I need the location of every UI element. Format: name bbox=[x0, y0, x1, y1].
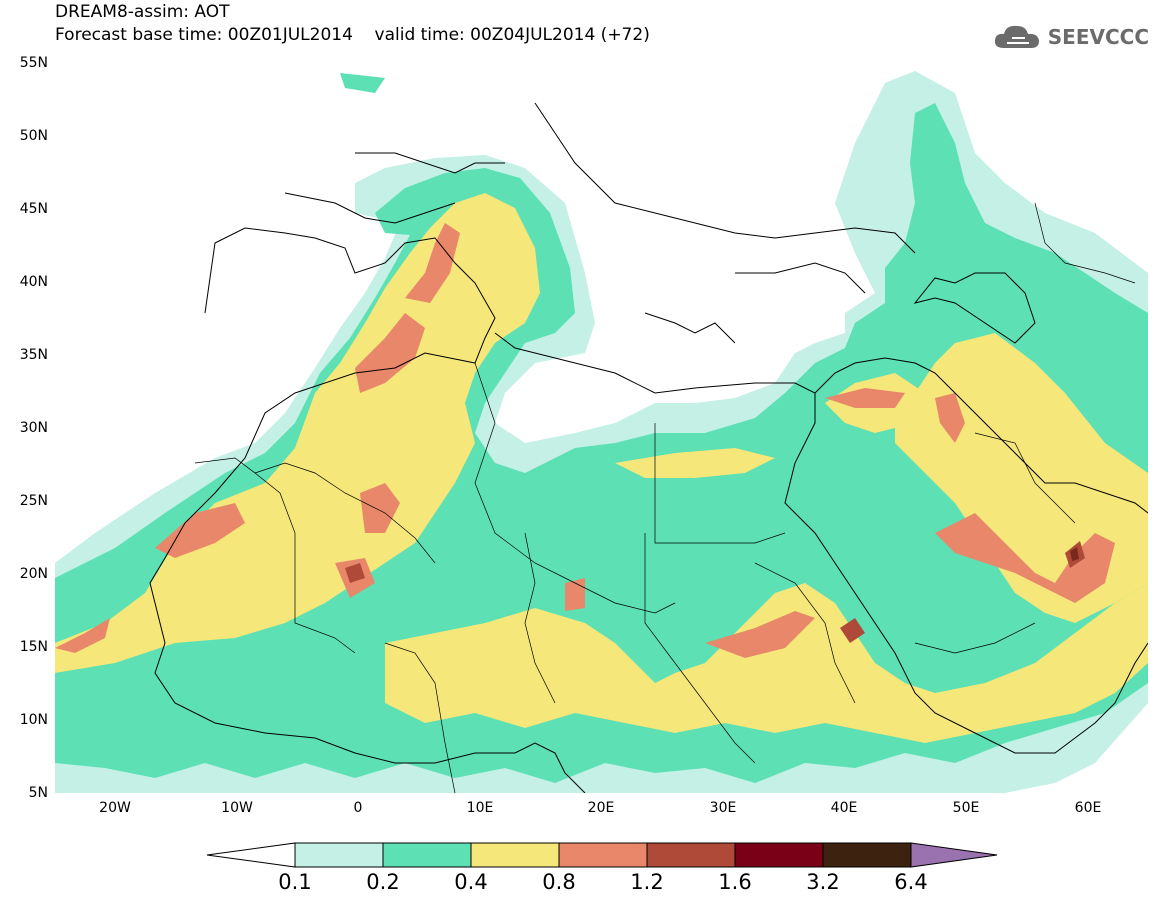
lon-label-30e: 30E bbox=[709, 800, 737, 816]
lon-label-10w: 10W bbox=[221, 800, 253, 816]
colorbar-label-6.4: 6.4 bbox=[894, 870, 928, 894]
map-panel bbox=[55, 63, 1148, 793]
lat-label-10n: 10N bbox=[19, 712, 48, 728]
logo: SEEVCCC bbox=[992, 22, 1149, 52]
lat-label-45n: 45N bbox=[19, 201, 48, 217]
lat-label-25n: 25N bbox=[19, 493, 48, 509]
lon-label-20w: 20W bbox=[99, 800, 131, 816]
lat-label-55n: 55N bbox=[19, 55, 48, 71]
chart-title: DREAM8-assim: AOT bbox=[55, 2, 230, 22]
borders bbox=[194, 202, 1136, 793]
lat-label-40n: 40N bbox=[19, 274, 48, 290]
chart-subtitle: Forecast base time: 00Z01JUL2014 valid t… bbox=[55, 25, 650, 45]
coastlines bbox=[149, 102, 1148, 793]
colorbar-label-0.1: 0.1 bbox=[278, 870, 312, 894]
lon-label-60e: 60E bbox=[1074, 800, 1102, 816]
lat-label-35n: 35N bbox=[19, 347, 48, 363]
logo-text: SEEVCCC bbox=[1047, 25, 1149, 49]
colorbar-under-arrow bbox=[206, 842, 296, 868]
colorbar-bin-6 bbox=[734, 842, 824, 868]
aot-field-level6 bbox=[1070, 547, 1079, 561]
colorbar-label-1.2: 1.2 bbox=[630, 870, 664, 894]
lat-label-5n: 5N bbox=[28, 785, 48, 801]
lat-label-50n: 50N bbox=[19, 128, 48, 144]
aot-field-level2 bbox=[55, 73, 1148, 783]
colorbar-label-1.6: 1.6 bbox=[718, 870, 752, 894]
colorbar-bin-2 bbox=[382, 842, 472, 868]
cloud-icon bbox=[994, 25, 1039, 48]
colorbar-label-3.2: 3.2 bbox=[806, 870, 840, 894]
lat-label-20n: 20N bbox=[19, 566, 48, 582]
aot-field-level4 bbox=[55, 223, 1115, 658]
colorbar-bin-5 bbox=[646, 842, 736, 868]
colorbar-bin-7 bbox=[822, 842, 912, 868]
aot-field-level5 bbox=[345, 541, 1085, 643]
colorbar-bin-1 bbox=[294, 842, 384, 868]
aot-map bbox=[55, 63, 1148, 793]
lon-label-0: 0 bbox=[353, 800, 363, 816]
colorbar-label-0.2: 0.2 bbox=[366, 870, 400, 894]
lat-label-15n: 15N bbox=[19, 639, 48, 655]
lon-label-50e: 50E bbox=[952, 800, 980, 816]
colorbar bbox=[206, 842, 998, 868]
lon-label-20e: 20E bbox=[587, 800, 615, 816]
colorbar-over-arrow bbox=[910, 842, 998, 868]
lat-label-30n: 30N bbox=[19, 420, 48, 436]
lon-label-40e: 40E bbox=[830, 800, 858, 816]
colorbar-bin-3 bbox=[470, 842, 560, 868]
lon-label-10e: 10E bbox=[466, 800, 494, 816]
colorbar-label-0.8: 0.8 bbox=[542, 870, 576, 894]
colorbar-bin-4 bbox=[558, 842, 648, 868]
colorbar-label-0.4: 0.4 bbox=[454, 870, 488, 894]
